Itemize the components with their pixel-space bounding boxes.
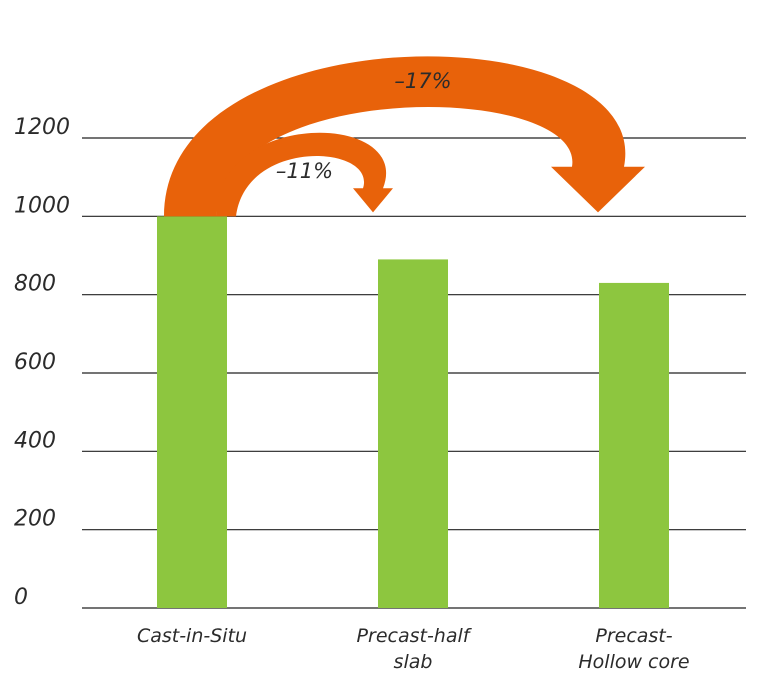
annotation-17-percent: –17% [394,69,451,93]
bar [599,282,669,608]
y-axis-ticks: 0 200 400 600 800 1000 1200 [14,115,70,610]
arrow-11-percent [216,132,393,217]
y-tick-label: 200 [14,507,56,532]
x-category-label: Precast- Hollow core [578,625,689,673]
x-category-label-line: Hollow core [578,651,689,673]
arrow-17-percent [164,56,645,217]
x-category-label-line: Precast- [595,625,672,647]
x-category-label-line: slab [394,651,433,673]
y-tick-label: 0 [14,585,28,610]
bar [378,259,448,608]
y-tick-label: 800 [14,272,56,297]
x-category-label: Precast-half slab [357,625,473,673]
y-tick-label: 600 [14,350,56,375]
y-tick-label: 1200 [14,115,70,140]
bars [157,216,669,609]
x-category-label-line: Cast-in-Situ [137,625,247,647]
category-labels: Cast-in-Situ Precast-half slab Precast- Holl… [137,625,690,673]
change-arrows [164,56,645,217]
x-category-label-line: Precast-half [357,625,473,647]
bar [157,216,227,609]
y-tick-label: 1000 [14,193,70,218]
y-tick-label: 400 [14,428,56,453]
x-category-label: Cast-in-Situ [137,625,247,647]
annotation-11-percent: –11% [276,159,333,183]
